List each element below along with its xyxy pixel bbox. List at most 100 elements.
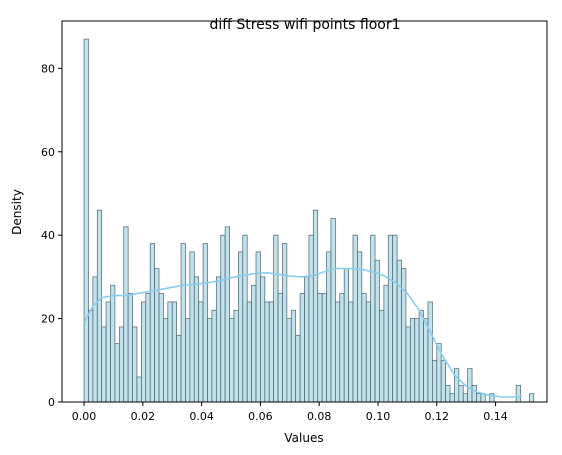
x-tick-label: 0.08: [307, 410, 332, 423]
y-tick-label: 20: [41, 313, 55, 326]
chart-title: diff Stress wifi points floor1: [209, 17, 400, 33]
histogram-bar: [167, 301, 173, 403]
x-tick-label: 0.00: [72, 410, 97, 423]
histogram-bar: [238, 251, 244, 403]
histogram-bar: [180, 243, 186, 403]
histogram-bar: [242, 234, 248, 403]
histogram-bar: [246, 301, 252, 403]
y-tick-label: 60: [41, 146, 55, 159]
histogram-bar: [127, 293, 133, 403]
x-tick-label: 0.14: [483, 410, 508, 423]
histogram-bar: [374, 259, 380, 403]
histogram-bar: [132, 326, 138, 403]
histogram-bar: [454, 368, 460, 403]
histogram-bar: [145, 293, 151, 403]
histogram-bar: [312, 209, 319, 403]
histogram-bar: [529, 393, 535, 403]
histogram-bar: [163, 318, 169, 403]
histogram-bar: [118, 326, 125, 403]
histogram-bar: [379, 309, 385, 403]
histogram-bar: [418, 309, 424, 403]
histogram-bar: [352, 234, 358, 403]
histogram-bar: [343, 268, 349, 403]
histogram-bar: [282, 243, 288, 403]
y-tick-label: 80: [41, 62, 55, 75]
histogram-bar: [268, 301, 274, 403]
histogram-bar: [105, 301, 111, 403]
histogram-bar: [321, 293, 327, 403]
histogram-bar: [396, 259, 402, 403]
histogram-bar: [233, 309, 239, 403]
histogram-bar: [427, 301, 433, 403]
histogram-bar: [471, 384, 477, 403]
histogram-bar: [462, 393, 468, 403]
histogram-bar: [317, 293, 323, 403]
histogram-bar: [423, 318, 429, 403]
y-tick-label: 0: [48, 396, 55, 409]
histogram-bar: [123, 226, 129, 403]
histogram-bar: [215, 276, 222, 403]
histogram-bar: [467, 368, 473, 403]
histogram-bar: [304, 276, 310, 403]
histogram-bar: [202, 243, 208, 403]
x-tick-label: 0.04: [189, 410, 214, 423]
histogram-bar: [440, 359, 446, 403]
histogram-bar: [264, 301, 270, 403]
histogram-bar: [330, 218, 336, 403]
histogram-bar: [114, 343, 120, 403]
histogram-bar: [365, 301, 371, 403]
histogram-bar: [383, 284, 389, 403]
histogram-bar: [96, 209, 103, 403]
histogram-bar: [458, 384, 464, 403]
histogram-bar: [229, 318, 235, 403]
x-tick-label: 0.10: [366, 410, 391, 423]
kde-curve: [83, 267, 523, 398]
histogram-bar: [101, 326, 107, 403]
y-axis-ticks: 0 20 40 60 80: [41, 62, 62, 409]
x-tick-label: 0.02: [131, 410, 156, 423]
histogram-bar: [207, 318, 213, 403]
histogram-bar: [149, 243, 155, 403]
histogram-bar: [136, 376, 142, 403]
histogram-bar: [251, 284, 257, 403]
histogram-bar: [480, 393, 486, 403]
histogram-bar: [110, 284, 116, 403]
histogram-bar: [348, 301, 354, 403]
histogram-bar: [211, 309, 217, 403]
histogram-bar: [141, 301, 147, 403]
histogram-bar: [335, 301, 341, 403]
x-axis-label: Values: [284, 431, 323, 445]
histogram-bar: [414, 318, 420, 403]
histogram-bar: [88, 309, 94, 403]
histogram-bar: [387, 234, 394, 403]
histogram-bar: [171, 301, 177, 403]
histogram-bar: [357, 251, 363, 403]
histogram-bar: [154, 268, 160, 403]
histogram-bar: [370, 234, 376, 403]
x-tick-label: 0.12: [425, 410, 450, 423]
x-tick-label: 0.06: [248, 410, 273, 423]
histogram-bar: [224, 226, 230, 403]
histogram-bar: [308, 234, 314, 403]
histogram-bar: [445, 384, 451, 403]
histogram-bar: [290, 309, 297, 403]
histogram-bar: [339, 293, 345, 403]
histogram-bar: [158, 293, 164, 403]
histogram-bar: [361, 293, 367, 403]
histogram-bar: [432, 359, 438, 403]
histogram-bar: [176, 334, 182, 403]
plot-frame: [61, 20, 548, 403]
y-axis-label: Density: [10, 189, 24, 235]
histogram-bar: [295, 334, 301, 403]
x-axis-ticks: 0.00 0.02 0.04 0.06 0.08 0.10 0.12 0.14: [72, 402, 508, 423]
histogram-bar: [326, 251, 332, 403]
histogram-bar: [198, 301, 204, 403]
histogram-bar: [476, 393, 482, 403]
histogram-bar: [449, 393, 455, 403]
histogram-bar: [299, 293, 305, 403]
histogram-bar: [220, 234, 226, 403]
histogram-bar: [189, 251, 195, 403]
histogram-bar: [409, 318, 416, 403]
histogram-bar: [255, 251, 261, 403]
